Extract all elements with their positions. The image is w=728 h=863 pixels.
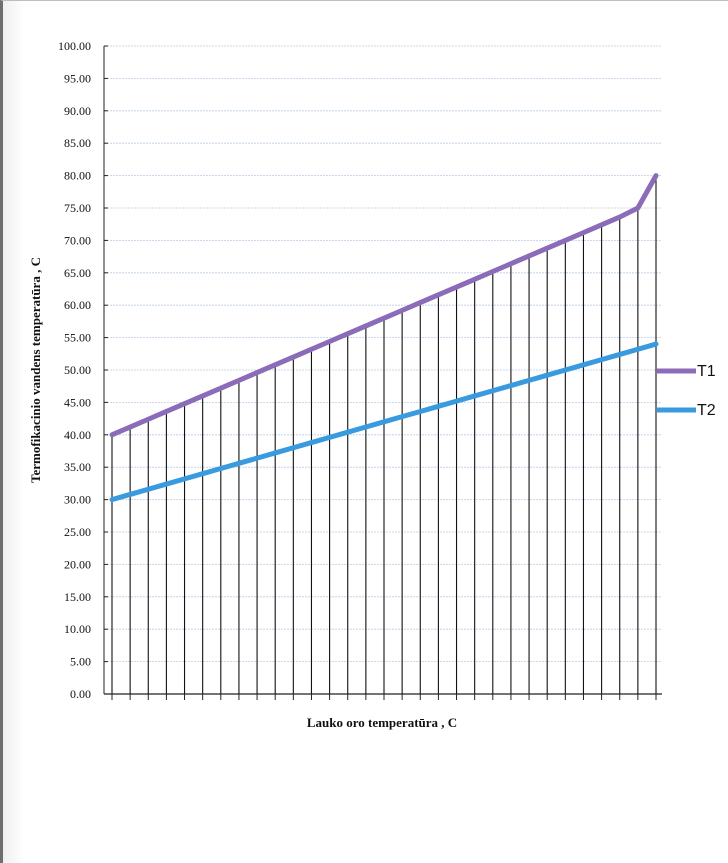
y-tick-label: 0.00 — [70, 687, 91, 701]
axes — [103, 45, 662, 700]
drop-lines — [111, 175, 657, 694]
y-tick-label: 45.00 — [64, 395, 91, 409]
legend: T1 T2 — [657, 363, 716, 419]
y-tick-label: 30.00 — [64, 493, 91, 507]
y-tick-label: 10.00 — [64, 622, 91, 636]
y-tick-label: 50.00 — [64, 363, 91, 377]
y-tick-label: 55.00 — [64, 331, 91, 345]
y-tick-label: 75.00 — [64, 201, 91, 215]
legend-label-t2: T2 — [697, 402, 716, 419]
y-tick-label: 85.00 — [64, 136, 91, 150]
y-tick-label: 40.00 — [64, 428, 91, 442]
y-tick-label: 35.00 — [64, 460, 91, 474]
legend-label-t1: T1 — [697, 363, 716, 380]
y-tick-label: 95.00 — [64, 71, 91, 85]
y-tick-labels: 0.00 5.00 10.00 15.00 20.00 25.00 30.00 35.00 40… — [58, 39, 91, 701]
y-tick-label: 70.00 — [64, 233, 91, 247]
series-line-t1 — [109, 173, 659, 438]
y-tick-label: 100.00 — [58, 39, 91, 53]
y-tick-label: 60.00 — [64, 298, 91, 312]
y-tick-label: 90.00 — [64, 104, 91, 118]
y-axis-title: Termofikacinio vandens temperatūra , C — [28, 257, 43, 483]
series-line-t2 — [109, 341, 659, 503]
y-tick-label: 5.00 — [70, 655, 91, 669]
gridlines — [104, 45, 662, 662]
x-axis-title: Lauko oro temperatūra , C — [307, 715, 457, 730]
y-tick-label: 15.00 — [64, 590, 91, 604]
y-tick-label: 65.00 — [64, 266, 91, 280]
y-tick-label: 25.00 — [64, 525, 91, 539]
y-tick-label: 80.00 — [64, 169, 91, 183]
series-lines — [109, 173, 659, 503]
y-tick-label: 20.00 — [64, 557, 91, 571]
